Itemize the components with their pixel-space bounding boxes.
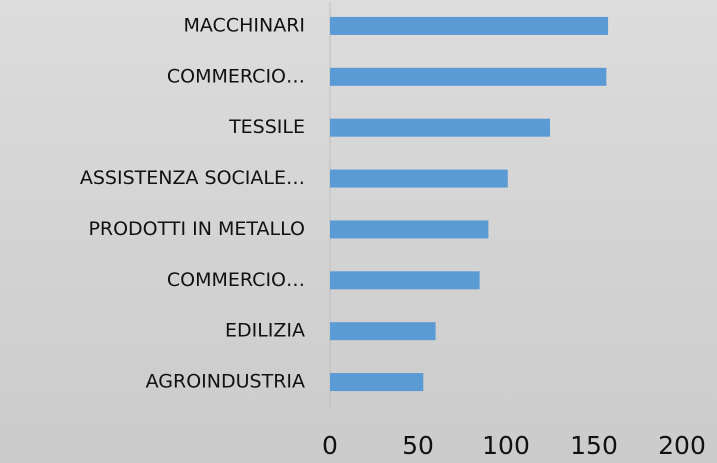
y-tick-label: EDILIZIA xyxy=(225,320,305,342)
bar xyxy=(330,16,609,35)
bar xyxy=(330,118,550,137)
x-tick-label: 50 xyxy=(402,431,434,460)
bar xyxy=(330,220,489,239)
x-tick-label: 0 xyxy=(322,431,338,460)
bar xyxy=(330,169,508,188)
x-tick-label: 100 xyxy=(482,431,530,460)
bar xyxy=(330,373,424,392)
bar xyxy=(330,67,607,86)
y-tick-label: ASSISTENZA SOCIALE… xyxy=(80,167,305,189)
bar xyxy=(330,271,480,290)
y-tick-label: COMMERCIO… xyxy=(167,269,305,291)
y-tick-label: AGROINDUSTRIA xyxy=(146,371,305,393)
x-tick-label: 200 xyxy=(658,431,706,460)
y-tick-label: TESSILE xyxy=(228,116,305,138)
bar xyxy=(330,322,436,341)
x-tick-label: 150 xyxy=(570,431,618,460)
y-tick-label: PRODOTTI IN METALLO xyxy=(88,218,305,240)
y-tick-label: COMMERCIO… xyxy=(167,65,305,87)
y-tick-label: MACCHINARI xyxy=(184,14,306,36)
